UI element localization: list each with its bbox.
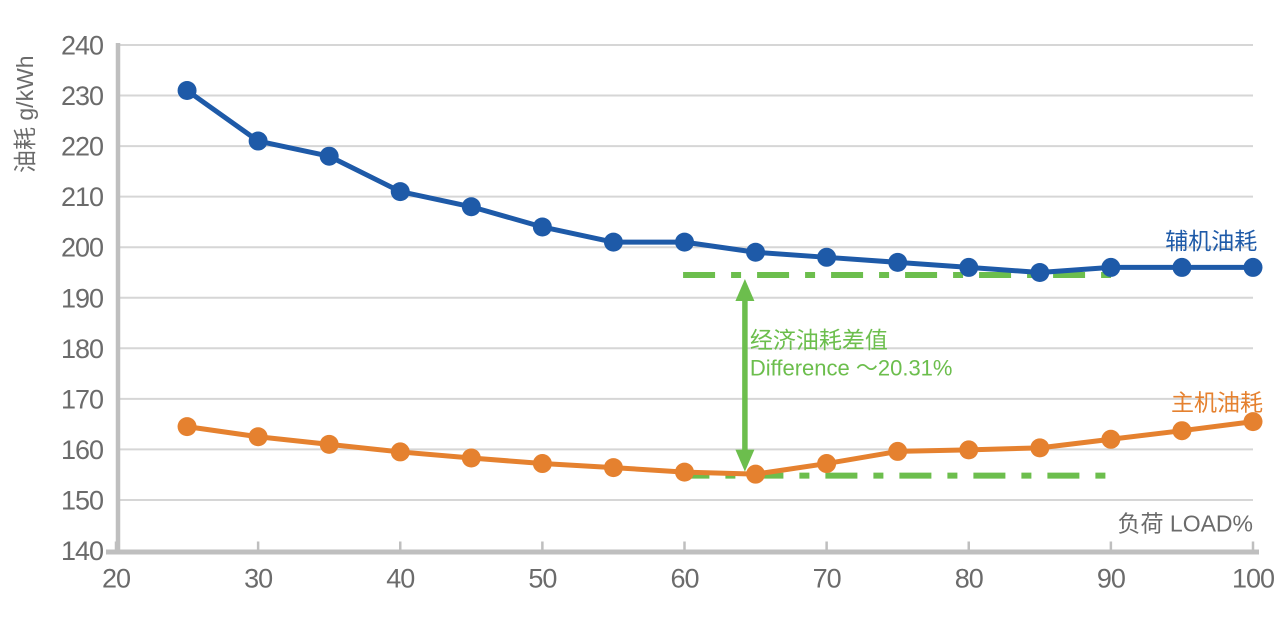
annotation-line-2: Difference ～20.31% <box>750 356 953 381</box>
main-series-marker <box>1243 412 1263 432</box>
main-series-marker <box>1101 429 1121 449</box>
aux-series-marker <box>532 217 552 237</box>
aux-series-marker <box>390 182 410 202</box>
aux-series-marker <box>319 146 339 166</box>
y-tick-label: 180 <box>61 334 103 364</box>
x-tick-label: 80 <box>955 564 983 594</box>
x-tick-label: 50 <box>528 564 556 594</box>
main-series-marker <box>532 454 552 474</box>
x-tick-label: 30 <box>244 564 272 594</box>
aux-series-marker <box>177 80 197 100</box>
main-series-marker <box>959 440 979 460</box>
aux-series-marker <box>248 131 268 151</box>
y-axis-title: 油耗 g/kWh <box>12 55 38 173</box>
aux-series-marker <box>1172 257 1192 277</box>
aux-series-marker <box>817 247 837 267</box>
y-tick-label: 220 <box>61 132 103 162</box>
aux-series-line <box>184 87 1256 275</box>
arrowhead-down-icon <box>735 449 755 472</box>
aux-series-marker <box>1030 262 1050 282</box>
x-tick-label: 70 <box>813 564 841 594</box>
main-series-marker <box>319 434 339 454</box>
main-series-marker <box>1172 421 1192 441</box>
aux-series-marker <box>888 252 908 272</box>
annotation-line-1: 经济油耗差值 <box>750 327 888 353</box>
main-series-marker <box>888 441 908 461</box>
aux-series-label: 辅机油耗 <box>1165 228 1257 254</box>
aux-series-marker <box>1243 257 1263 277</box>
x-tick-label: 90 <box>1097 564 1125 594</box>
arrowhead-up-icon <box>735 279 755 302</box>
aux-series-marker <box>746 242 766 262</box>
main-series-marker <box>675 462 694 482</box>
main-series-line <box>184 419 1256 477</box>
y-tick-label: 200 <box>61 233 103 263</box>
main-series-marker <box>390 442 410 462</box>
y-tick-label: 160 <box>61 435 103 465</box>
main-series-marker <box>177 417 197 437</box>
main-series-label: 主机油耗 <box>1171 389 1263 415</box>
main-series-marker <box>461 448 481 468</box>
main-series-marker <box>248 427 268 447</box>
y-tick-label: 170 <box>61 384 103 414</box>
x-tick-label: 60 <box>670 564 698 594</box>
y-tick-label: 190 <box>61 283 103 313</box>
aux-series-marker <box>461 197 481 217</box>
y-tick-label: 230 <box>61 81 103 111</box>
x-tick-label: 100 <box>1232 564 1274 594</box>
y-tick-label: 210 <box>61 182 103 212</box>
main-series-marker <box>817 454 837 474</box>
main-series-marker <box>603 458 623 478</box>
y-tick-label: 140 <box>61 536 103 566</box>
y-tick-label: 240 <box>61 31 103 61</box>
aux-series-marker <box>959 257 979 277</box>
x-tick-label: 40 <box>386 564 414 594</box>
aux-series-marker <box>675 232 694 252</box>
main-series-marker <box>746 464 766 484</box>
aux-series-marker <box>1101 257 1121 277</box>
y-tick-label: 150 <box>61 485 103 515</box>
main-series-marker <box>1030 438 1050 458</box>
x-axis-title: 负荷 LOAD% <box>1118 511 1253 537</box>
aux-series-marker <box>603 232 623 252</box>
x-tick-label: 20 <box>102 564 130 594</box>
